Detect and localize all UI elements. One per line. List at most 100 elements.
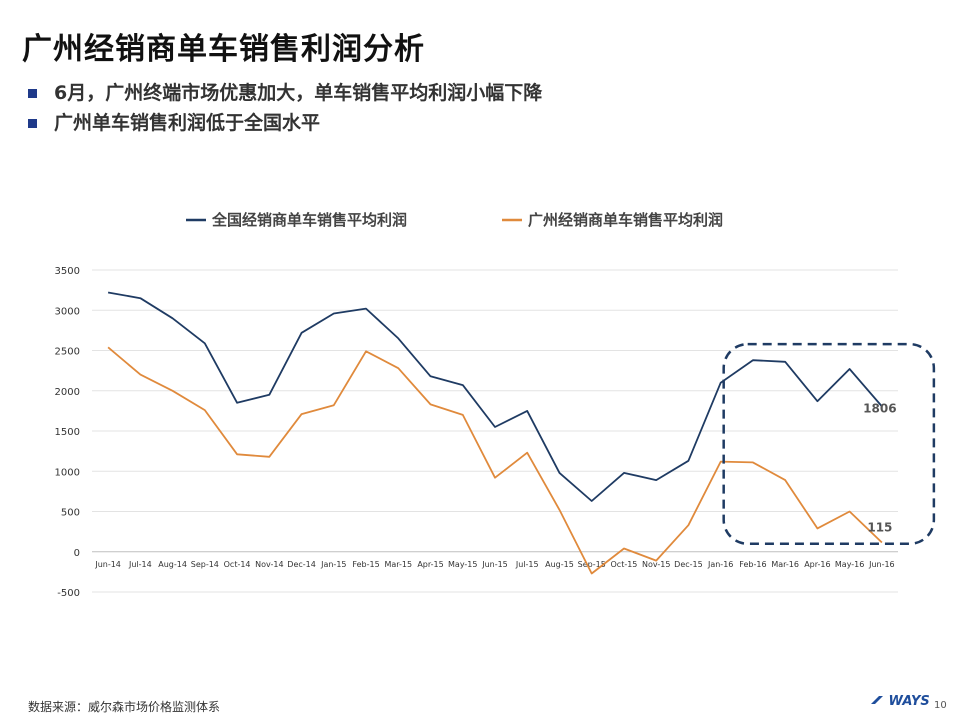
x-tick-label: May-16 bbox=[835, 560, 864, 569]
bullet-text: 6月，广州终端市场优惠加大，单车销售平均利润小幅下降 bbox=[54, 82, 543, 104]
x-tick-label: Feb-16 bbox=[739, 560, 766, 569]
x-tick-label: Jan-15 bbox=[320, 560, 346, 569]
data-point bbox=[494, 426, 496, 428]
y-tick-label: 2000 bbox=[55, 387, 80, 398]
x-tick-label: Jun-14 bbox=[94, 560, 121, 569]
series-line-guangzhou bbox=[107, 346, 883, 575]
data-point bbox=[300, 413, 302, 415]
x-tick-label: Mar-16 bbox=[771, 560, 799, 569]
chart-series bbox=[107, 291, 883, 575]
x-tick-label: Apr-15 bbox=[417, 560, 443, 569]
data-label: 115 bbox=[867, 520, 892, 534]
x-tick-label: Oct-14 bbox=[224, 560, 251, 569]
data-point bbox=[139, 297, 141, 299]
y-tick-label: -500 bbox=[57, 588, 80, 599]
y-tick-label: 500 bbox=[61, 508, 80, 519]
data-source-note: 数据来源：威尔森市场价格监测体系 bbox=[28, 700, 221, 714]
y-tick-label: 3000 bbox=[55, 306, 80, 317]
data-point bbox=[623, 547, 625, 549]
data-point bbox=[365, 307, 367, 309]
legend-label-guangzhou: 广州经销商单车销售平均利润 bbox=[528, 211, 723, 229]
data-point bbox=[687, 524, 689, 526]
data-point bbox=[526, 452, 528, 454]
ways-logo: WAYS bbox=[870, 694, 930, 709]
data-point bbox=[848, 368, 850, 370]
y-tick-label: 2500 bbox=[55, 347, 80, 358]
y-tick-label: 3500 bbox=[55, 266, 80, 277]
legend-label-national: 全国经销商单车销售平均利润 bbox=[211, 211, 407, 229]
data-point bbox=[397, 337, 399, 339]
y-tick-label: 0 bbox=[74, 548, 80, 559]
bullet-item: 广州单车销售利润低于全国水平 bbox=[28, 108, 542, 138]
data-point bbox=[268, 394, 270, 396]
y-tick-label: 1000 bbox=[55, 467, 80, 478]
y-axis-ticks: -500 0 500 1000 1500 2000 2500 3000 3500 bbox=[55, 266, 80, 599]
x-axis-ticks: Jun-14 Jul-14 Aug-14 Sep-14 Oct-14 Nov-14 Dec-… bbox=[94, 560, 894, 569]
data-point bbox=[784, 479, 786, 481]
data-point bbox=[848, 510, 850, 512]
data-point bbox=[236, 402, 238, 404]
bullet-square-icon bbox=[28, 89, 37, 98]
x-tick-label: Dec-14 bbox=[287, 560, 316, 569]
x-tick-label: Aug-14 bbox=[158, 560, 187, 569]
data-point bbox=[816, 400, 818, 402]
highlight-region bbox=[722, 342, 936, 545]
data-point bbox=[107, 291, 109, 293]
data-point bbox=[784, 361, 786, 363]
data-point bbox=[204, 409, 206, 411]
y-tick-label: 1500 bbox=[55, 427, 80, 438]
bullet-square-icon bbox=[28, 119, 37, 128]
data-point bbox=[236, 453, 238, 455]
data-point bbox=[397, 367, 399, 369]
logo-swoosh-icon bbox=[871, 696, 883, 704]
data-point bbox=[494, 476, 496, 478]
x-tick-label: Sep-14 bbox=[191, 560, 219, 569]
data-point bbox=[429, 375, 431, 377]
data-point bbox=[558, 509, 560, 511]
x-tick-label: Feb-15 bbox=[352, 560, 379, 569]
line-chart: 全国经销商单车销售平均利润 广州经销商单车销售平均利润 -500 0 500 1000… bbox=[55, 211, 936, 599]
data-point bbox=[139, 373, 141, 375]
x-tick-label: May-15 bbox=[448, 560, 477, 569]
data-point bbox=[462, 384, 464, 386]
page-title: 广州经销商单车销售利润分析 bbox=[22, 32, 425, 67]
data-point bbox=[462, 414, 464, 416]
chart-annotations: 1806 115 bbox=[863, 401, 896, 534]
data-point bbox=[333, 312, 335, 314]
x-tick-label: Oct-15 bbox=[611, 560, 638, 569]
data-point bbox=[526, 410, 528, 412]
data-point bbox=[365, 350, 367, 352]
x-tick-label: Nov-15 bbox=[642, 560, 670, 569]
data-point bbox=[752, 359, 754, 361]
data-point bbox=[881, 541, 883, 543]
x-tick-label: Jun-16 bbox=[868, 560, 895, 569]
data-point bbox=[429, 403, 431, 405]
data-point bbox=[300, 332, 302, 334]
data-label: 1806 bbox=[863, 401, 896, 415]
data-point bbox=[171, 390, 173, 392]
x-tick-label: Nov-14 bbox=[255, 560, 283, 569]
series-line-national bbox=[107, 291, 883, 502]
data-point bbox=[655, 559, 657, 561]
data-point bbox=[816, 527, 818, 529]
data-point bbox=[655, 479, 657, 481]
x-tick-label: Jul-14 bbox=[128, 560, 152, 569]
data-point bbox=[171, 317, 173, 319]
x-tick-label: Sep-15 bbox=[578, 560, 606, 569]
page-number: 10 bbox=[934, 700, 947, 711]
chart-legend: 全国经销商单车销售平均利润 广州经销商单车销售平均利润 bbox=[186, 211, 723, 229]
data-point bbox=[719, 460, 721, 462]
data-point bbox=[268, 456, 270, 458]
chart-gridlines bbox=[92, 269, 898, 593]
highlight-box bbox=[722, 342, 936, 545]
data-point bbox=[558, 472, 560, 474]
data-point bbox=[752, 461, 754, 463]
logo-text: WAYS bbox=[888, 694, 930, 709]
data-point bbox=[591, 572, 593, 574]
data-point bbox=[333, 404, 335, 406]
bullet-list: 6月，广州终端市场优惠加大，单车销售平均利润小幅下降 广州单车销售利润低于全国水… bbox=[28, 78, 542, 138]
x-tick-label: Apr-16 bbox=[804, 560, 830, 569]
data-point bbox=[719, 382, 721, 384]
data-point bbox=[107, 346, 109, 348]
x-tick-label: Jun-15 bbox=[481, 560, 508, 569]
